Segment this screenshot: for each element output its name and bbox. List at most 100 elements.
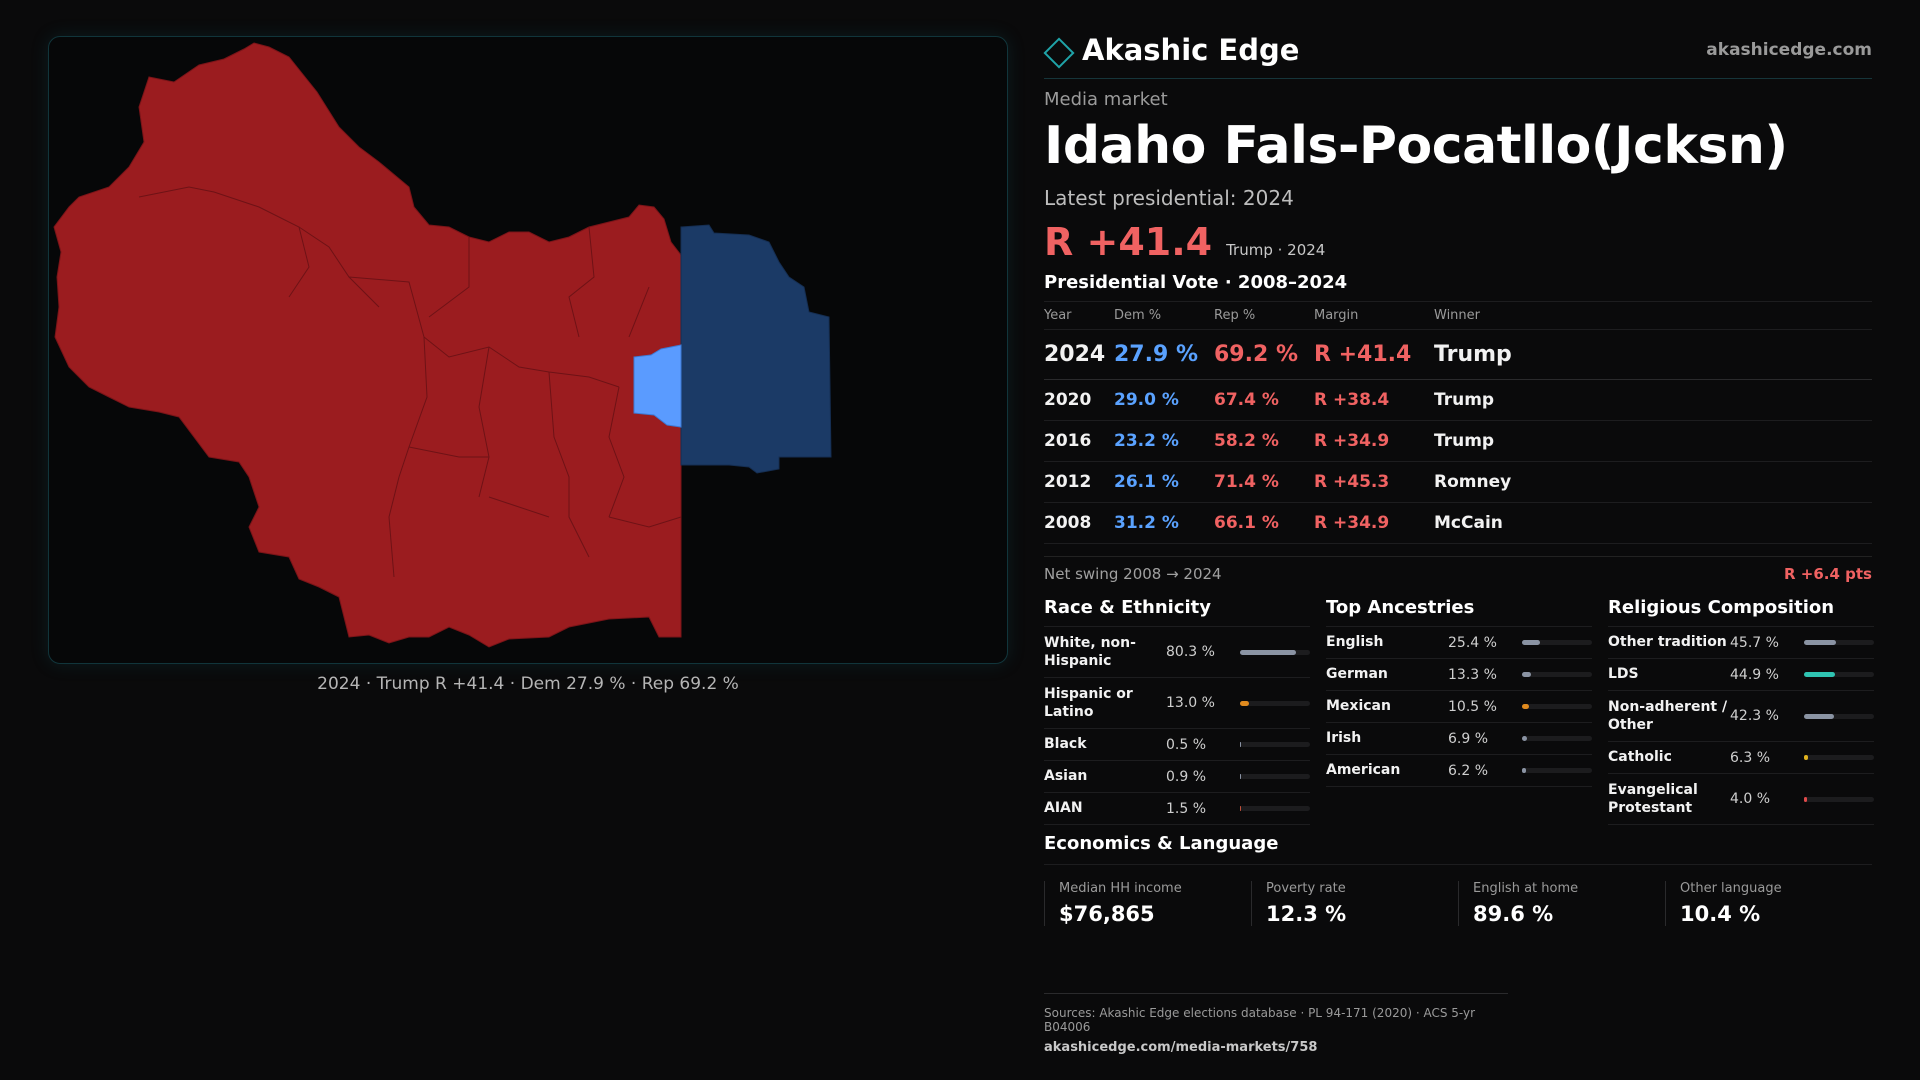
race-bar-fill <box>1240 742 1242 747</box>
religion-value: 44.9 % <box>1730 666 1779 683</box>
religion-bar-fill <box>1804 713 1834 719</box>
race-ethnicity-title: Race & Ethnicity <box>1044 597 1310 627</box>
table-row[interactable]: 2024 27.9 % 69.2 % R +41.4 Trump <box>1044 329 1872 380</box>
latest-presidential-label: Latest presidential: 2024 <box>1044 186 1294 210</box>
col-header-year: Year <box>1044 301 1114 330</box>
net-swing-label: Net swing 2008 → 2024 <box>1044 565 1222 583</box>
brand-name: Akashic Edge <box>1082 33 1300 67</box>
stat-label: Median HH income <box>1059 881 1182 896</box>
ancestry-value: 6.9 % <box>1448 730 1489 747</box>
table-row[interactable]: 2020 29.0 % 67.4 % R +38.4 Trump <box>1044 379 1872 421</box>
race-label: Black <box>1044 736 1087 753</box>
county-region-dem-east[interactable] <box>680 224 832 474</box>
religion-bar <box>1804 796 1874 802</box>
religion-value: 4.0 % <box>1730 791 1771 807</box>
map-caption: 2024 · Trump R +41.4 · Dem 27.9 % · Rep … <box>317 674 739 694</box>
table-row[interactable]: 2008 31.2 % 66.1 % R +34.9 McCain <box>1044 502 1872 544</box>
diamond-logo-icon <box>1043 37 1075 69</box>
ancestry-bar-fill <box>1522 736 1527 741</box>
ancestry-bar <box>1522 736 1592 741</box>
ancestry-bar <box>1522 672 1592 677</box>
brand-row: Akashic Edge akashicedge.com <box>1043 30 1872 70</box>
cell-rep: 71.4 % <box>1214 461 1314 503</box>
religion-row: LDS 44.9 % <box>1608 659 1874 691</box>
race-row: Hispanic or Latino 13.0 % <box>1044 678 1310 729</box>
race-row: Asian 0.9 % <box>1044 761 1310 793</box>
ancestry-bar-fill <box>1522 672 1532 677</box>
cell-margin: R +34.9 <box>1314 420 1434 462</box>
religion-bar-fill <box>1804 755 1809 760</box>
ancestries-title: Top Ancestries <box>1326 597 1592 627</box>
info-panel: Akashic Edge akashicedge.com Media marke… <box>1043 30 1874 926</box>
county-region-rep-north[interactable] <box>53 42 682 648</box>
religion-bar-fill <box>1804 796 1807 802</box>
race-value: 1.5 % <box>1166 800 1207 817</box>
ancestry-row: Irish 6.9 % <box>1326 723 1592 755</box>
race-value: 80.3 % <box>1166 644 1215 660</box>
race-bar <box>1240 742 1310 747</box>
latest-margin-value: R +41.4 <box>1044 220 1213 264</box>
table-row[interactable]: 2016 23.2 % 58.2 % R +34.9 Trump <box>1044 420 1872 462</box>
cell-dem: 29.0 % <box>1114 379 1214 421</box>
sources-text: Sources: Akashic Edge elections database… <box>1044 1006 1476 1034</box>
cell-winner: McCain <box>1434 502 1872 544</box>
race-row: AIAN 1.5 % <box>1044 793 1310 825</box>
county-map[interactable] <box>49 37 1008 664</box>
race-row: White, non-Hispanic 80.3 % <box>1044 627 1310 678</box>
cell-winner: Trump <box>1434 379 1872 421</box>
religion-bar <box>1804 672 1874 677</box>
religion-row: Other tradition 45.7 % <box>1608 627 1874 659</box>
ancestry-value: 25.4 % <box>1448 634 1497 651</box>
ancestry-label: English <box>1326 634 1384 651</box>
cell-year: 2020 <box>1044 379 1114 421</box>
demographics-section: Race & Ethnicity White, non-Hispanic 80.… <box>1044 597 1874 825</box>
cell-winner: Trump <box>1434 329 1872 380</box>
religion-row: Non-adherent / Other 42.3 % <box>1608 691 1874 742</box>
brand-url[interactable]: akashicedge.com <box>1706 40 1872 60</box>
page-kicker: Media market <box>1044 89 1168 110</box>
ancestry-bar-fill <box>1522 640 1540 645</box>
cell-winner: Trump <box>1434 420 1872 462</box>
race-bar <box>1240 700 1310 706</box>
economics-title: Economics & Language <box>1044 833 1872 865</box>
ancestry-label: American <box>1326 762 1401 779</box>
cell-margin: R +34.9 <box>1314 502 1434 544</box>
race-bar <box>1240 649 1310 655</box>
table-row[interactable]: 2012 26.1 % 71.4 % R +45.3 Romney <box>1044 461 1872 503</box>
sources-link[interactable]: akashicedge.com/media-markets/758 <box>1044 1040 1318 1055</box>
religion-label: Other tradition <box>1608 634 1727 651</box>
stat-value: 10.4 % <box>1680 902 1761 926</box>
religion-bar <box>1804 755 1874 760</box>
religion-row: Evangelical Protestant 4.0 % <box>1608 774 1874 825</box>
religion-label: Catholic <box>1608 749 1672 766</box>
stat-label: Poverty rate <box>1266 881 1346 896</box>
religion-bar <box>1804 640 1874 645</box>
cell-dem: 26.1 % <box>1114 461 1214 503</box>
net-swing-value: R +6.4 pts <box>1784 565 1872 583</box>
cell-rep: 67.4 % <box>1214 379 1314 421</box>
race-value: 13.0 % <box>1166 695 1215 711</box>
county-region-dem-light[interactable] <box>633 344 682 428</box>
sources-footer: Sources: Akashic Edge elections database… <box>1044 993 1508 1055</box>
ancestry-row: American 6.2 % <box>1326 755 1592 787</box>
cell-rep: 58.2 % <box>1214 420 1314 462</box>
race-bar <box>1240 806 1310 811</box>
vote-table-header: Year Dem % Rep % Margin Winner <box>1044 301 1872 330</box>
religion-label: Non-adherent / Other <box>1608 698 1728 733</box>
race-row: Black 0.5 % <box>1044 729 1310 761</box>
header-divider <box>1044 78 1872 79</box>
race-value: 0.9 % <box>1166 768 1207 785</box>
stat-label: Other language <box>1680 881 1782 896</box>
religion-title: Religious Composition <box>1608 597 1874 627</box>
page-title: Idaho Fals-Pocatllo(Jcksn) <box>1044 116 1788 176</box>
vote-table: Year Dem % Rep % Margin Winner 2024 27.9… <box>1044 301 1872 544</box>
brand[interactable]: Akashic Edge <box>1043 33 1300 69</box>
ancestry-value: 10.5 % <box>1448 698 1497 715</box>
cell-margin: R +38.4 <box>1314 379 1434 421</box>
col-header-rep: Rep % <box>1214 301 1314 330</box>
race-label: Asian <box>1044 768 1088 785</box>
ancestry-bar <box>1522 640 1592 645</box>
ancestry-row: German 13.3 % <box>1326 659 1592 691</box>
cell-margin: R +41.4 <box>1314 329 1434 380</box>
map-panel[interactable] <box>48 36 1008 664</box>
